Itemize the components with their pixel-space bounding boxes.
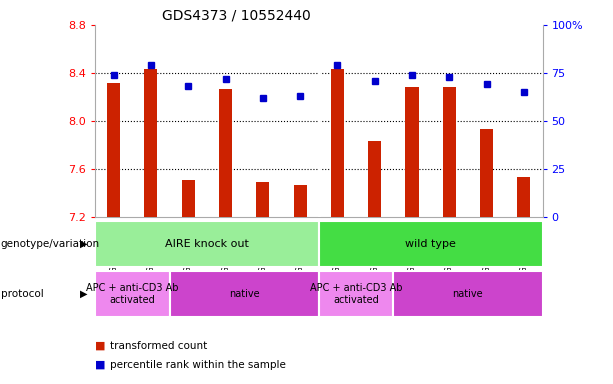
Bar: [95, 271, 170, 317]
Text: ▶: ▶: [80, 289, 87, 299]
Bar: [107, 83, 120, 217]
Bar: [319, 271, 394, 317]
Bar: [95, 221, 319, 267]
Text: ▶: ▶: [80, 239, 87, 249]
Bar: [368, 141, 381, 217]
Text: genotype/variation: genotype/variation: [1, 239, 100, 249]
Text: ■: ■: [95, 341, 105, 351]
Bar: [405, 88, 419, 217]
Text: GDS4373 / 10552440: GDS4373 / 10552440: [162, 8, 311, 22]
Text: ■: ■: [95, 360, 105, 370]
Bar: [181, 180, 195, 217]
Text: APC + anti-CD3 Ab
activated: APC + anti-CD3 Ab activated: [86, 283, 178, 305]
Bar: [331, 70, 344, 217]
Text: APC + anti-CD3 Ab
activated: APC + anti-CD3 Ab activated: [310, 283, 402, 305]
Text: percentile rank within the sample: percentile rank within the sample: [110, 360, 286, 370]
Text: wild type: wild type: [405, 239, 456, 249]
Bar: [145, 70, 158, 217]
Bar: [480, 129, 493, 217]
Text: native: native: [229, 289, 259, 299]
Bar: [517, 177, 530, 217]
Text: protocol: protocol: [1, 289, 44, 299]
Bar: [219, 89, 232, 217]
Bar: [394, 271, 543, 317]
Text: transformed count: transformed count: [110, 341, 208, 351]
Bar: [319, 221, 543, 267]
Bar: [170, 271, 319, 317]
Bar: [256, 182, 269, 217]
Text: native: native: [452, 289, 483, 299]
Text: AIRE knock out: AIRE knock out: [165, 239, 249, 249]
Bar: [294, 185, 306, 217]
Bar: [443, 88, 456, 217]
